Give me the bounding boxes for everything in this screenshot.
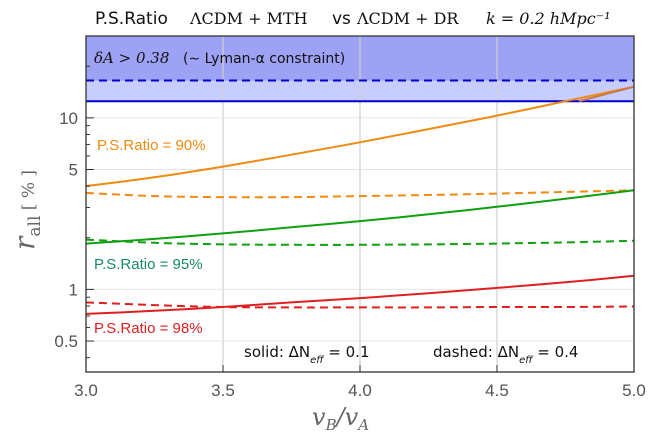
y-tick-label: 10 — [59, 109, 78, 128]
x-axis-ticks: 3.0 3.5 4.0 4.5 5.0 — [74, 365, 646, 400]
series-95-dashed — [85, 238, 635, 246]
title-model1: ΛCDM + MTH — [189, 9, 308, 28]
x-tick-label: 3.0 — [74, 381, 98, 400]
series-90-dashed — [85, 189, 635, 199]
title-vs: vs — [332, 9, 351, 29]
y-tick-label: 1 — [69, 280, 78, 299]
annotation-ratio-90: P.S.Ratio = 90% — [97, 137, 206, 154]
y-axis-title-text: rall [ % ] — [8, 170, 45, 250]
series-98-solid — [85, 274, 635, 315]
x-tick-label: 3.5 — [211, 381, 235, 400]
legend-dashed: dashed: ΔNeff = 0.4 — [433, 343, 578, 366]
series-95-solid — [85, 189, 635, 245]
x-tick-label: 4.0 — [348, 381, 372, 400]
x-tick-label: 4.5 — [485, 381, 509, 400]
title-prefix: P.S.Ratio — [95, 9, 168, 29]
plot-area — [85, 35, 635, 373]
x-tick-label: 5.0 — [622, 381, 646, 400]
y-tick-label: 5 — [69, 160, 78, 179]
y-tick-label: 0.5 — [54, 332, 78, 351]
y-axis-ticks: 0.5 1 5 10 — [54, 65, 94, 359]
series-90-solid — [85, 85, 635, 188]
chart-title: P.S.Ratio ΛCDM + MTH vs ΛCDM + DR k = 0.… — [95, 9, 611, 29]
series-90-solid-above — [578, 85, 635, 103]
series-98-dashed — [85, 301, 635, 309]
constraint-label-prefix: δA > 0.38 — [94, 49, 169, 67]
constraint-label: δA > 0.38 (∼ Lyman-α constraint) — [94, 49, 345, 67]
annotation-ratio-98: P.S.Ratio = 98% — [94, 320, 203, 337]
title-model2: ΛCDM + DR — [356, 9, 459, 28]
constraint-label-suffix: (∼ Lyman-α constraint) — [183, 51, 345, 67]
x-axis-title: vB/vA — [312, 403, 369, 434]
annotation-ratio-95: P.S.Ratio = 95% — [94, 256, 203, 273]
title-k: k = 0.2 hMpc⁻¹ — [486, 9, 611, 28]
legend: solid: ΔNeff = 0.1 dashed: ΔNeff = 0.4 — [244, 343, 578, 366]
y-axis-title: rall [ % ] — [8, 170, 45, 250]
x-axis-title-text: vB/vA — [312, 403, 369, 434]
legend-solid: solid: ΔNeff = 0.1 — [244, 343, 370, 366]
